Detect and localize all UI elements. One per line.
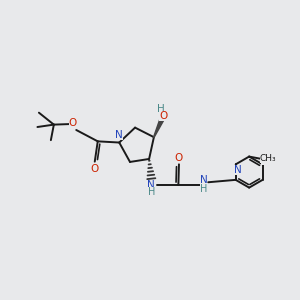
Text: O: O	[159, 111, 168, 121]
Text: H: H	[200, 184, 207, 194]
Text: CH₃: CH₃	[260, 154, 277, 164]
Text: O: O	[68, 118, 77, 128]
Text: O: O	[90, 164, 98, 174]
Text: CH₃: CH₃	[261, 156, 278, 165]
Text: H: H	[148, 187, 155, 197]
Text: N: N	[147, 180, 155, 190]
Text: N: N	[200, 175, 207, 185]
Text: N: N	[234, 165, 242, 175]
Text: O: O	[175, 153, 183, 163]
Text: N: N	[115, 130, 123, 140]
Text: H: H	[157, 104, 165, 114]
Polygon shape	[154, 118, 164, 137]
